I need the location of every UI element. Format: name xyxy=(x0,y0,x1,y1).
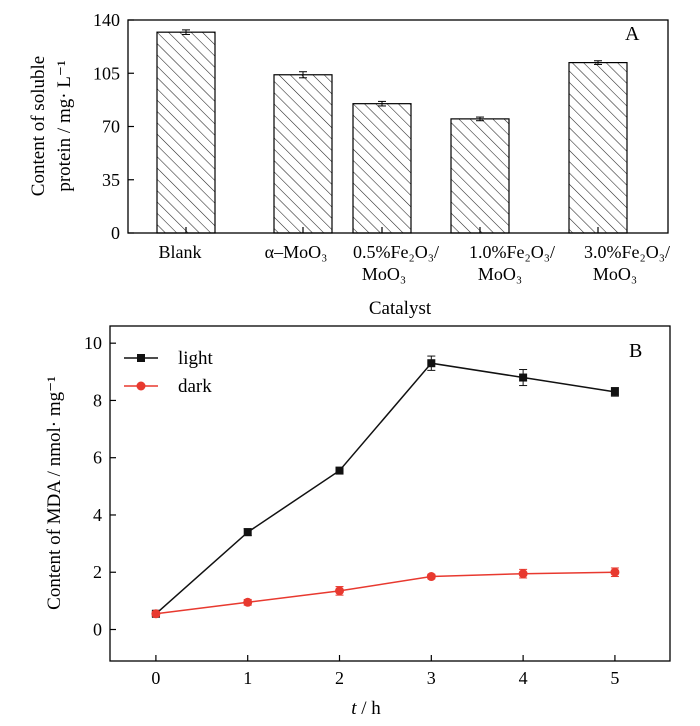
series-light-point xyxy=(335,466,344,475)
series-dark-line xyxy=(155,571,615,615)
legend-light-label: light xyxy=(178,348,214,369)
legend-light-marker xyxy=(137,354,145,362)
chart-a-y-tick-label: 0 xyxy=(111,223,120,243)
chart-a-x-tick-label-line2: MoO₃ xyxy=(593,264,637,284)
bar xyxy=(156,31,216,234)
chart-a-x-tick-label-line2: MoO₃ xyxy=(478,264,522,284)
bar xyxy=(273,74,333,234)
series-dark-point xyxy=(610,567,620,577)
chart-b-x-tick-label: 3 xyxy=(427,668,436,688)
series-light-point xyxy=(427,359,436,368)
chart-b-y-tick-label: 2 xyxy=(93,562,102,582)
chart-b-panel-letter: B xyxy=(629,340,642,362)
chart-a-x-tick-label: α–MoO₃ xyxy=(265,242,328,262)
chart-b-x-tick-label: 5 xyxy=(610,668,619,688)
series-dark-point xyxy=(151,609,161,619)
chart-b-legend: light dark xyxy=(124,348,214,397)
series-light-point xyxy=(519,373,528,382)
chart-b-x-axis-var: t xyxy=(351,698,357,719)
chart-a-y-tick-label: 140 xyxy=(93,10,120,30)
chart-b-x-axis-unit: / h xyxy=(357,698,382,719)
chart-b-x-axis-title: t / h xyxy=(351,698,381,719)
chart-b-y-tick-label: 4 xyxy=(93,505,102,525)
chart-a-y-axis-title-line1: Content of soluble xyxy=(28,56,49,196)
series-dark-point xyxy=(518,569,528,579)
chart-b-x-tick-label: 0 xyxy=(151,668,160,688)
legend-dark-label: dark xyxy=(178,376,212,397)
bar xyxy=(352,103,412,234)
series-dark-point xyxy=(426,572,436,582)
series-dark-point xyxy=(335,586,345,596)
chart-a-x-tick-label: 0.5%Fe₂O₃/ xyxy=(353,242,439,262)
series-light-line xyxy=(155,362,616,615)
chart-a-y-axis-title-line2: protein / mg· L⁻¹ xyxy=(54,60,75,192)
legend-dark-marker xyxy=(136,381,146,391)
chart-b: B 0 2 4 6 8 10 0 1 2 3 4 5 light dark Content of M… xyxy=(44,325,671,719)
chart-a-panel-letter: A xyxy=(625,23,640,45)
chart-b-x-tick-label: 1 xyxy=(243,668,252,688)
chart-a-x-tick-label-line2: MoO₃ xyxy=(362,264,406,284)
chart-a-x-tick-label: Blank xyxy=(159,242,202,262)
chart-a-y-tick-label: 105 xyxy=(93,63,120,83)
series-light-point xyxy=(610,387,619,396)
chart-a-y-tick-label: 70 xyxy=(102,117,120,137)
chart-b-y-tick-label: 10 xyxy=(84,333,102,353)
series-light-point xyxy=(243,528,252,537)
chart-b-x-tick-label: 2 xyxy=(335,668,344,688)
bar xyxy=(450,118,510,234)
chart-a-x-tick-label: 1.0%Fe₂O₃/ xyxy=(469,242,555,262)
chart-b-y-tick-label: 8 xyxy=(93,390,102,410)
chart-a-x-axis-title: Catalyst xyxy=(369,298,432,319)
bar xyxy=(568,61,628,234)
series-dark-point xyxy=(243,597,253,607)
chart-b-y-tick-label: 6 xyxy=(93,448,102,468)
chart-b-x-tick-label: 4 xyxy=(519,668,528,688)
chart-b-plot-frame xyxy=(109,325,671,662)
chart-b-y-tick-label: 0 xyxy=(93,620,102,640)
chart-b-y-axis-title: Content of MDA / nmol· mg⁻¹ xyxy=(44,376,65,610)
chart-a-x-tick-label: 3.0%Fe₂O₃/ xyxy=(584,242,670,262)
chart-a-y-tick-label: 35 xyxy=(102,170,120,190)
